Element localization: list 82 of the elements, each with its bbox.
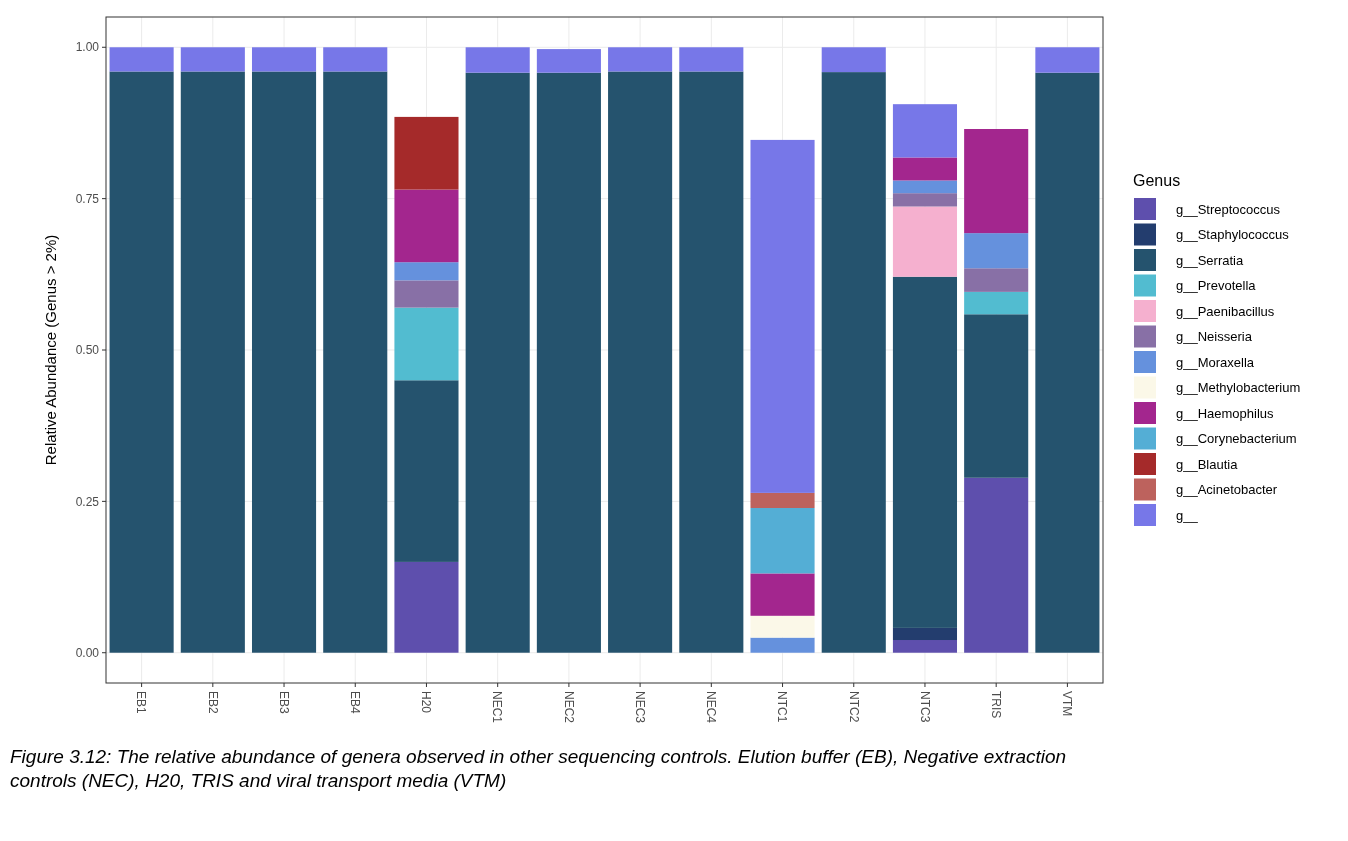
bar (109, 47, 174, 72)
bar (109, 71, 174, 653)
y-tick-label: 0.75 (75, 191, 100, 206)
x-tick-label: NTC1 (775, 691, 790, 723)
bar (750, 637, 815, 653)
bar (536, 72, 601, 653)
bar (394, 561, 459, 653)
x-tick-label: EB2 (205, 691, 220, 715)
bar (394, 116, 459, 190)
y-tick-label: 0.50 (75, 343, 100, 358)
bar (750, 615, 815, 638)
bar (892, 206, 958, 277)
bar (750, 508, 815, 574)
bar (394, 280, 459, 308)
x-tick-label: H20 (419, 691, 434, 714)
bar (892, 627, 958, 641)
bar (608, 71, 673, 653)
legend-label: g__Acinetobacter (1176, 482, 1278, 498)
legend-label: g__Corynebacterium (1176, 431, 1297, 447)
bar (892, 104, 958, 158)
legend-label: g__Streptococcus (1176, 201, 1281, 217)
bar (821, 47, 886, 73)
legend-label: g__Prevotella (1176, 278, 1257, 294)
bar (750, 573, 815, 616)
bar (964, 314, 1029, 478)
legend-label: g__Haemophilus (1176, 405, 1275, 421)
bar (394, 380, 459, 562)
legend-label: g__Methylobacterium (1176, 380, 1301, 396)
bar (180, 71, 245, 653)
legend-label: g__Blautia (1176, 456, 1239, 472)
bar (251, 47, 317, 72)
bar (679, 71, 744, 653)
bar (465, 47, 530, 73)
x-tick-label: NTC3 (917, 691, 932, 723)
bar (964, 268, 1029, 292)
bar (323, 47, 388, 72)
x-tick-label: NEC4 (704, 691, 719, 724)
x-tick-label: NEC2 (561, 691, 576, 724)
x-tick-label: EB1 (134, 691, 149, 715)
bar (892, 640, 958, 653)
bar (465, 72, 530, 653)
bar (821, 72, 886, 653)
y-axis-title: Relative Abundance (Genus > 2%) (42, 234, 59, 466)
bar (892, 157, 958, 181)
bar (608, 47, 673, 72)
bar (964, 291, 1029, 315)
caption: Figure 3.12: The relative abundance of genera observed in other sequencing controls. Elution buffer (EB), Negative extraction controls (NEC), H20, TRIS and viral transport media (VTM) (10, 746, 1067, 791)
legend-label: g__Moraxella (1176, 354, 1255, 370)
bar (1035, 72, 1100, 653)
bar (750, 139, 815, 493)
bar (892, 276, 958, 628)
bar (750, 492, 815, 509)
bar (964, 477, 1029, 653)
legend-title: Genus (1133, 172, 1181, 189)
bar (251, 71, 317, 653)
y-tick-label: 0.00 (75, 645, 100, 660)
bar (323, 71, 388, 653)
bar (1035, 47, 1100, 73)
legend-label: g__Serratia (1176, 252, 1244, 268)
y-tick-label: 0.25 (75, 494, 100, 509)
x-tick-label: TRIS (988, 691, 1003, 719)
x-tick-label: EB4 (348, 691, 363, 715)
y-tick-label: 1.00 (75, 40, 100, 55)
bar (536, 49, 601, 73)
legend-label: g__Staphylococcus (1176, 227, 1290, 243)
bar (679, 47, 744, 72)
x-tick-label: VTM (1060, 691, 1075, 717)
x-tick-label: NEC3 (632, 691, 647, 724)
bar (394, 307, 459, 381)
bar (964, 129, 1029, 234)
bar (180, 47, 245, 72)
x-tick-label: EB3 (276, 691, 291, 715)
legend-label: g__Paenibacillus (1176, 303, 1275, 319)
bar (892, 193, 958, 207)
legend-label: g__Neisseria (1176, 329, 1253, 345)
bar (394, 262, 459, 281)
bar (892, 180, 958, 194)
bar (394, 189, 459, 263)
x-tick-label: NTC2 (846, 691, 861, 723)
x-tick-label: NEC1 (490, 691, 505, 724)
bar (964, 233, 1029, 269)
legend-label: g__ (1176, 507, 1199, 523)
